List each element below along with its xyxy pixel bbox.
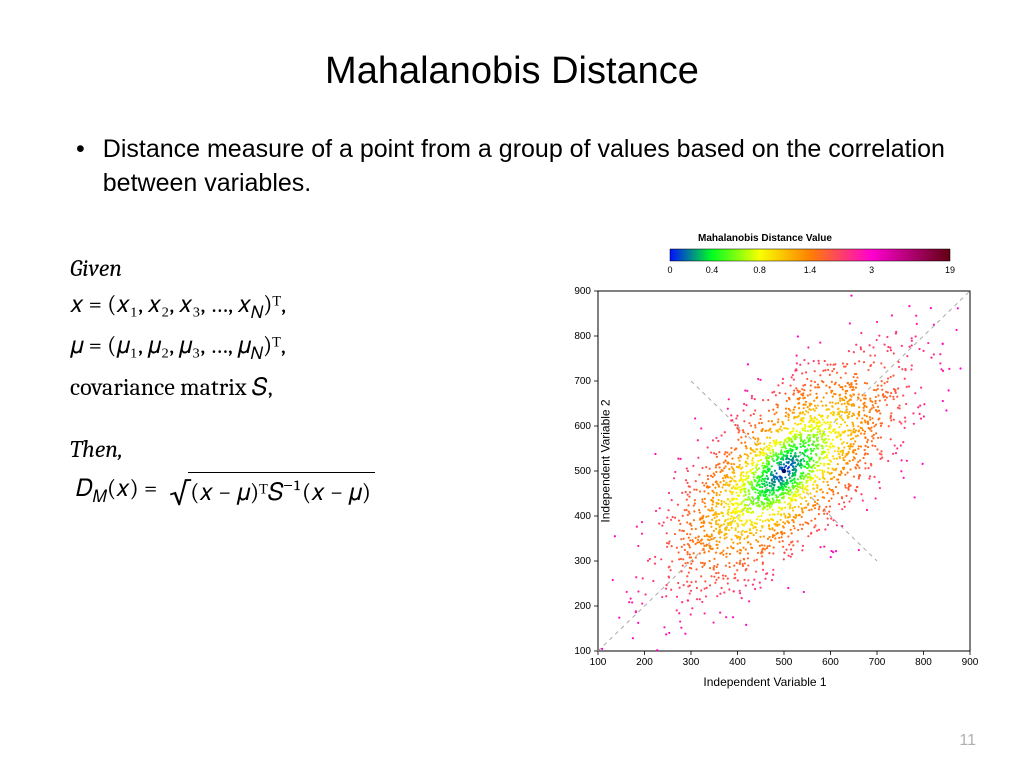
svg-text:200: 200 bbox=[636, 657, 653, 668]
svg-text:0.8: 0.8 bbox=[753, 265, 766, 275]
svg-text:800: 800 bbox=[574, 331, 591, 342]
covariance-line: covariance matrix 𝑆, bbox=[70, 370, 550, 405]
svg-text:400: 400 bbox=[729, 657, 746, 668]
svg-text:700: 700 bbox=[869, 657, 886, 668]
y-axis-label: Independent Variable 2 bbox=[599, 399, 613, 522]
x-axis-label: Independent Variable 1 bbox=[703, 675, 826, 689]
svg-text:500: 500 bbox=[574, 466, 591, 477]
page-title: Mahalanobis Distance bbox=[70, 50, 954, 93]
svg-text:300: 300 bbox=[574, 556, 591, 567]
svg-text:600: 600 bbox=[574, 421, 591, 432]
svg-text:3: 3 bbox=[869, 265, 874, 275]
colorbar-title: Mahalanobis Distance Value bbox=[698, 233, 832, 244]
page-number: 11 bbox=[959, 732, 976, 750]
bullet-dot: • bbox=[76, 133, 85, 201]
x-vector-line: 𝑥 = (𝑥₁, 𝑥₂, 𝑥₃, …, 𝑥𝑁)ᵀ, bbox=[70, 287, 550, 326]
svg-text:900: 900 bbox=[574, 286, 591, 297]
svg-text:800: 800 bbox=[915, 657, 932, 668]
svg-text:200: 200 bbox=[574, 601, 591, 612]
svg-text:0.4: 0.4 bbox=[706, 265, 719, 275]
svg-text:900: 900 bbox=[962, 657, 979, 668]
svg-text:400: 400 bbox=[574, 511, 591, 522]
sqrt-icon: √ bbox=[169, 478, 190, 510]
given-label: Given bbox=[70, 251, 550, 286]
svg-text:600: 600 bbox=[822, 657, 839, 668]
then-label: Then, bbox=[70, 432, 550, 467]
mu-vector-line: 𝜇 = (𝜇₁, 𝜇₂, 𝜇₃, …, 𝜇𝑁)ᵀ, bbox=[70, 328, 550, 367]
dm-equation: 𝐷𝑀(𝑥) = √ (𝑥 − 𝜇)ᵀ𝑆⁻¹(𝑥 − 𝜇) bbox=[70, 471, 550, 510]
math-block: Given 𝑥 = (𝑥₁, 𝑥₂, 𝑥₃, …, 𝑥𝑁)ᵀ, 𝜇 = (𝜇₁,… bbox=[70, 231, 550, 691]
bullet-item: • Distance measure of a point from a gro… bbox=[70, 133, 954, 201]
svg-text:19: 19 bbox=[945, 265, 955, 275]
svg-text:0: 0 bbox=[667, 265, 672, 275]
svg-text:500: 500 bbox=[776, 657, 793, 668]
mahalanobis-scatter-chart: Mahalanobis Distance Value 0 0.4 0.8 1.4 3 19… bbox=[550, 231, 980, 691]
svg-text:1.4: 1.4 bbox=[804, 265, 817, 275]
svg-text:100: 100 bbox=[590, 657, 607, 668]
bullet-text: Distance measure of a point from a group… bbox=[103, 133, 954, 201]
svg-text:100: 100 bbox=[574, 646, 591, 657]
svg-text:700: 700 bbox=[574, 376, 591, 387]
svg-text:300: 300 bbox=[683, 657, 700, 668]
